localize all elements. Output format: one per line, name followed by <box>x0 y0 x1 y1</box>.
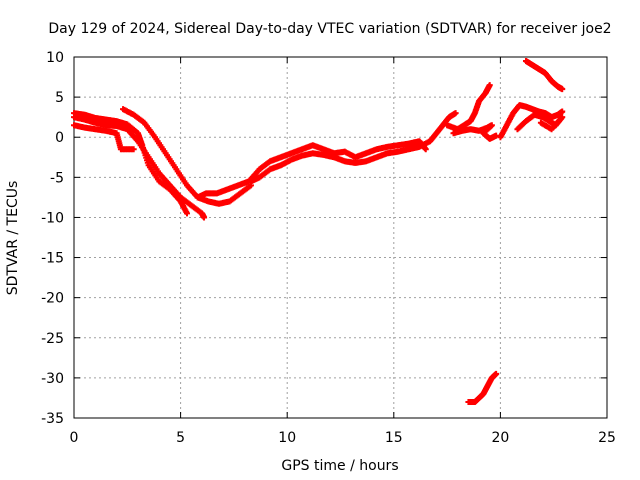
axis-ticks <box>73 56 608 419</box>
data-point <box>559 108 566 115</box>
data-points <box>71 58 566 405</box>
series-track-l <box>465 370 500 405</box>
y-tick-label: -25 <box>41 331 64 347</box>
series-track-j <box>522 58 566 93</box>
series-track-g <box>444 82 493 133</box>
y-axis-label: SDTVAR / TECUs <box>5 181 21 296</box>
x-tick-label: 15 <box>385 430 403 446</box>
y-tick-label: 5 <box>55 90 64 106</box>
series-track-h <box>450 122 500 142</box>
y-tick-label: -10 <box>41 210 64 226</box>
x-tick-label: 10 <box>278 430 296 446</box>
x-axis-label: GPS time / hours <box>281 458 398 474</box>
x-tick-labels: 0 5 10 15 20 25 <box>70 430 616 446</box>
data-point <box>183 210 190 217</box>
x-tick-label: 20 <box>491 430 509 446</box>
series-track-b <box>71 110 190 217</box>
series-track-i <box>497 102 566 141</box>
y-tick-label: -20 <box>41 291 64 307</box>
y-tick-labels: 10 5 0 -5 -10 -15 -20 -25 -30 -35 <box>41 50 64 427</box>
y-tick-label: -5 <box>50 170 64 186</box>
data-point <box>201 214 208 221</box>
data-point <box>422 146 429 153</box>
data-point <box>493 370 500 377</box>
y-tick-label: 0 <box>55 130 64 146</box>
plot-area-border <box>73 56 608 419</box>
x-tick-label: 5 <box>176 430 185 446</box>
y-tick-label: -35 <box>41 411 64 427</box>
x-tick-label: 0 <box>70 430 79 446</box>
y-tick-label: -15 <box>41 251 64 267</box>
chart-title: Day 129 of 2024, Sidereal Day-to-day VTE… <box>48 21 611 37</box>
series-track-k <box>514 111 566 133</box>
y-tick-label: 10 <box>46 50 64 66</box>
series-track-d <box>120 106 254 207</box>
grid-lines <box>74 57 607 418</box>
series-track-f <box>247 110 459 185</box>
data-point <box>452 110 459 117</box>
series-track-c <box>71 122 137 153</box>
data-point <box>486 82 493 89</box>
x-tick-label: 25 <box>598 430 616 446</box>
data-point <box>559 86 566 93</box>
series-track-e <box>194 138 429 201</box>
data-point <box>537 119 544 126</box>
data-point <box>493 132 500 139</box>
y-tick-label: -30 <box>41 371 64 387</box>
data-point <box>130 146 137 153</box>
